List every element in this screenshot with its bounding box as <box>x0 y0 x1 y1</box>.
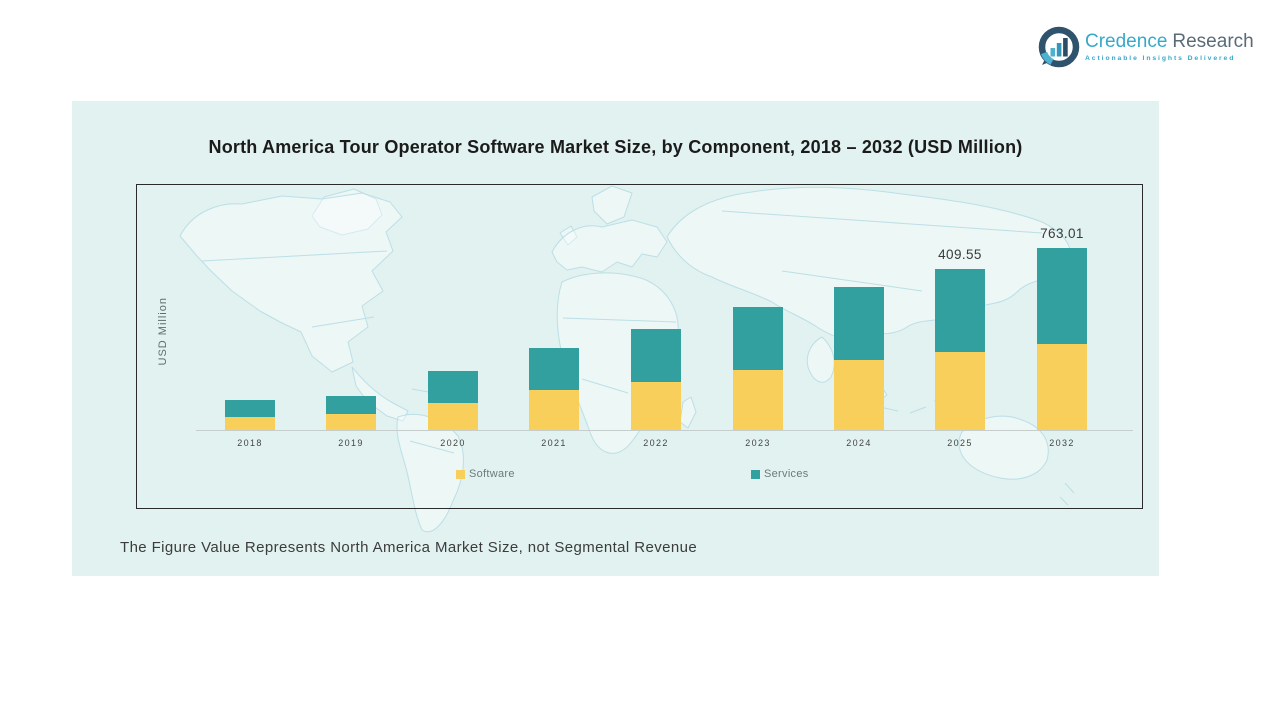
bar-2025-services <box>935 269 985 352</box>
chart-title: North America Tour Operator Software Mar… <box>208 137 1023 157</box>
x-tick-2025: 2025 <box>947 438 973 448</box>
y-axis-label: USD Million <box>157 297 169 366</box>
x-tick-2023: 2023 <box>745 438 771 448</box>
x-tick-2022: 2022 <box>643 438 669 448</box>
bar-2019-services <box>326 396 376 414</box>
x-tick-2019: 2019 <box>338 438 364 448</box>
value-label-2032: 763.01 <box>1040 226 1084 241</box>
bar-2018-services <box>225 400 275 417</box>
figure-footnote: The Figure Value Represents North Americ… <box>120 539 698 556</box>
bar-2024-software <box>834 360 884 430</box>
bar-2025-software <box>935 352 985 430</box>
bar-2022-services <box>631 329 681 382</box>
x-tick-2021: 2021 <box>541 438 567 448</box>
chart-plot-area: USD Million 2018 2019 2020 2021 2022 2023 2024… <box>136 184 1143 509</box>
legend-item-software: Software <box>456 468 515 480</box>
credence-research-logo: Credence Research Actionable Insights Del… <box>1038 26 1254 72</box>
logo-brand-secondary: Research <box>1172 31 1254 52</box>
bar-2023-software <box>733 370 783 430</box>
x-tick-2020: 2020 <box>440 438 466 448</box>
bar-chart-bubble-logo-icon <box>1038 26 1080 68</box>
logo-brand-name: Credence Research <box>1085 32 1254 52</box>
services-legend-swatch <box>751 469 760 479</box>
bar-2020-software <box>428 403 478 430</box>
services-legend-label: Services <box>764 468 809 480</box>
x-tick-2032: 2032 <box>1049 438 1075 448</box>
bar-2021-services <box>529 348 579 390</box>
logo-text: Credence Research Actionable Insights Del… <box>1085 26 1254 63</box>
bar-2024-services <box>834 287 884 360</box>
software-legend-swatch <box>456 469 465 479</box>
bar-2019-software <box>326 414 376 430</box>
figure-panel: North America Tour Operator Software Mar… <box>72 101 1159 576</box>
x-axis-line <box>196 430 1133 431</box>
logo-tagline: Actionable Insights Delivered <box>1085 55 1236 62</box>
legend-item-services: Services <box>751 468 809 480</box>
bar-2020-services <box>428 371 478 403</box>
x-tick-2018: 2018 <box>237 438 263 448</box>
value-label-2025: 409.55 <box>938 247 982 262</box>
bar-2023-services <box>733 307 783 370</box>
bar-2022-software <box>631 382 681 430</box>
bar-2021-software <box>529 390 579 430</box>
bar-2032-services <box>1037 248 1087 344</box>
bar-2032-software <box>1037 344 1087 430</box>
software-legend-label: Software <box>469 468 515 480</box>
logo-brand-primary: Credence <box>1085 31 1168 52</box>
bar-2018-software <box>225 417 275 430</box>
x-tick-2024: 2024 <box>846 438 872 448</box>
